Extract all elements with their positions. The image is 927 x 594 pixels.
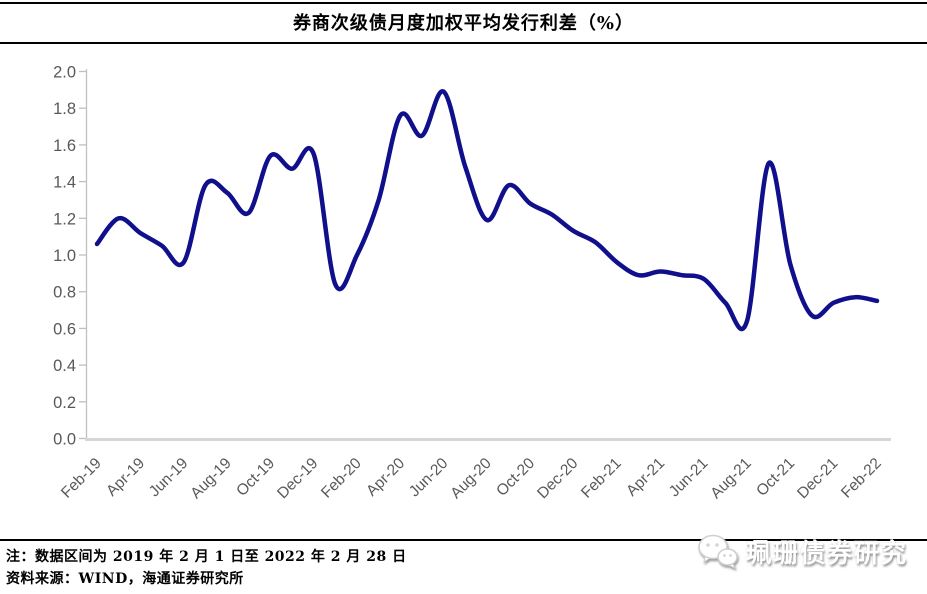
svg-text:1.0: 1.0 (53, 247, 76, 265)
svg-text:Apr-20: Apr-20 (363, 455, 408, 500)
svg-text:Feb-19: Feb-19 (58, 455, 105, 502)
svg-text:Dec-20: Dec-20 (534, 455, 582, 503)
top-rule (0, 2, 927, 4)
title-divider-rule (0, 42, 927, 44)
footer-divider-rule (0, 539, 927, 541)
svg-text:Apr-19: Apr-19 (103, 455, 148, 500)
svg-text:0.0: 0.0 (53, 431, 76, 449)
svg-text:Oct-19: Oct-19 (233, 455, 278, 500)
svg-text:1.4: 1.4 (53, 174, 76, 192)
chart-title: 券商次级债月度加权平均发行利差（%） (292, 13, 635, 34)
svg-text:Feb-22: Feb-22 (838, 455, 885, 502)
svg-text:1.2: 1.2 (53, 210, 76, 228)
svg-text:Aug-19: Aug-19 (187, 455, 234, 502)
svg-text:Dec-19: Dec-19 (274, 455, 321, 502)
svg-text:0.8: 0.8 (53, 284, 76, 302)
svg-text:Oct-20: Oct-20 (493, 455, 538, 500)
svg-text:Oct-21: Oct-21 (753, 455, 798, 500)
svg-text:Aug-21: Aug-21 (707, 455, 754, 502)
footnote-source: 资料来源：WIND，海通证券研究所 (6, 571, 244, 587)
footnote-data-range: 注：数据区间为 2019 年 2 月 1 日至 2022 年 2 月 28 日 (6, 549, 407, 565)
svg-text:Dec-21: Dec-21 (794, 455, 841, 502)
svg-text:0.6: 0.6 (53, 320, 76, 338)
svg-text:Jun-21: Jun-21 (666, 455, 712, 501)
svg-text:Jun-19: Jun-19 (146, 455, 192, 501)
svg-text:0.2: 0.2 (53, 394, 76, 412)
wechat-icon (698, 534, 738, 569)
svg-text:Feb-20: Feb-20 (318, 455, 365, 502)
svg-text:Feb-21: Feb-21 (578, 455, 625, 502)
svg-text:1.6: 1.6 (53, 137, 76, 155)
svg-text:Jun-20: Jun-20 (406, 455, 452, 501)
svg-text:Aug-20: Aug-20 (447, 455, 495, 503)
watermark: 珮珊债券研究 (697, 534, 908, 570)
svg-text:0.4: 0.4 (53, 357, 76, 375)
svg-text:Apr-21: Apr-21 (623, 455, 668, 500)
svg-text:2.0: 2.0 (53, 64, 76, 82)
watermark-label: 珮珊债券研究 (746, 539, 909, 568)
svg-text:1.8: 1.8 (53, 100, 76, 118)
